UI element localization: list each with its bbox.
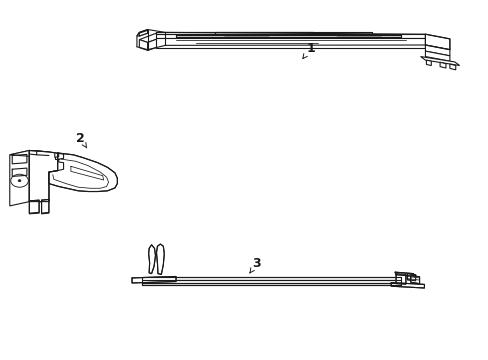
Polygon shape — [395, 274, 405, 284]
Polygon shape — [410, 275, 419, 284]
Polygon shape — [37, 151, 49, 156]
Polygon shape — [29, 150, 63, 202]
Polygon shape — [29, 200, 39, 213]
Polygon shape — [148, 245, 155, 274]
Polygon shape — [147, 36, 165, 50]
Text: 3: 3 — [249, 257, 261, 273]
Polygon shape — [407, 274, 415, 281]
Polygon shape — [10, 150, 29, 206]
Polygon shape — [215, 32, 312, 34]
Polygon shape — [142, 277, 400, 280]
Polygon shape — [29, 150, 37, 155]
Polygon shape — [155, 34, 425, 38]
Polygon shape — [215, 32, 312, 34]
Polygon shape — [139, 33, 165, 42]
Polygon shape — [420, 57, 459, 66]
Polygon shape — [426, 60, 430, 66]
Polygon shape — [155, 38, 425, 48]
Polygon shape — [155, 32, 215, 34]
Text: 1: 1 — [302, 42, 314, 59]
Polygon shape — [142, 280, 400, 283]
Polygon shape — [132, 276, 176, 283]
Text: 2: 2 — [76, 132, 86, 148]
Polygon shape — [390, 283, 424, 288]
Polygon shape — [139, 30, 147, 36]
Polygon shape — [425, 34, 449, 50]
Circle shape — [18, 180, 21, 182]
Polygon shape — [156, 244, 164, 274]
Polygon shape — [425, 51, 449, 61]
Polygon shape — [176, 35, 400, 37]
Polygon shape — [312, 32, 371, 34]
Polygon shape — [449, 64, 455, 70]
Polygon shape — [41, 199, 49, 213]
Polygon shape — [29, 150, 49, 202]
Polygon shape — [139, 40, 147, 50]
Polygon shape — [142, 283, 400, 285]
Polygon shape — [439, 62, 445, 68]
Polygon shape — [49, 153, 117, 192]
Polygon shape — [137, 30, 147, 36]
Polygon shape — [394, 272, 414, 276]
Polygon shape — [425, 45, 449, 56]
Polygon shape — [10, 150, 49, 156]
